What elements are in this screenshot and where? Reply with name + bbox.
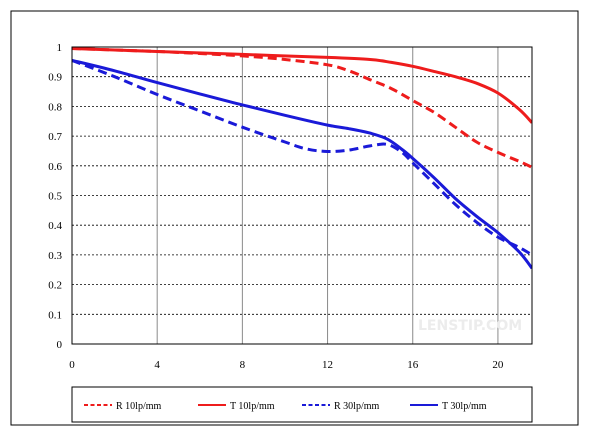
legend-label: R 30lp/mm — [334, 401, 380, 412]
grid — [72, 47, 532, 344]
series-layer — [72, 47, 532, 270]
legend-label: R 10lp/mm — [116, 401, 162, 412]
x-tick-label: 4 — [154, 359, 160, 371]
x-tick-label: 8 — [240, 359, 246, 371]
y-tick-label: 0.1 — [48, 309, 62, 321]
watermark-text: LENSTIP.COM — [418, 318, 522, 334]
x-tick-label: 12 — [322, 359, 333, 371]
y-tick-label: 0.6 — [48, 161, 62, 173]
series-line-2 — [72, 47, 532, 124]
y-tick-label: 1 — [57, 42, 63, 54]
legend-label: T 30lp/mm — [442, 401, 487, 412]
y-tick-label: 0.5 — [48, 191, 62, 203]
x-axis-ticks: 0 4 8 12 16 20 — [69, 359, 504, 371]
y-tick-label: 0.9 — [48, 72, 62, 84]
outer-frame — [10, 10, 579, 426]
plot-area-border — [71, 46, 533, 345]
y-tick-label: 0.4 — [48, 220, 62, 232]
y-tick-label: 0.7 — [48, 131, 62, 143]
x-tick-label: 16 — [407, 359, 419, 371]
y-tick-label: 0.2 — [48, 280, 62, 292]
series-line-3 — [72, 58, 532, 257]
y-axis-ticks: 0 0.1 0.2 0.3 0.4 0.5 0.6 0.7 0.8 0.9 1 — [48, 42, 62, 351]
x-tick-label: 0 — [69, 359, 75, 371]
y-tick-label: 0.8 — [48, 101, 62, 113]
y-tick-label: 0 — [57, 339, 63, 351]
legend: R 10lp/mm T 10lp/mm R 30lp/mm T 30lp/mm — [84, 401, 487, 412]
series-line-4 — [72, 58, 532, 270]
legend-label: T 10lp/mm — [230, 401, 275, 412]
y-tick-label: 0.3 — [48, 250, 62, 262]
x-tick-label: 20 — [492, 359, 504, 371]
